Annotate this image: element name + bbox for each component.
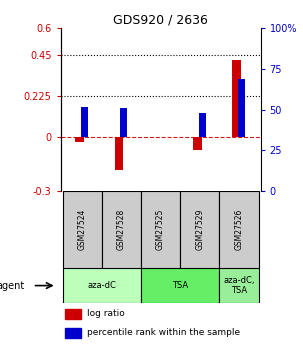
Bar xyxy=(115,137,123,170)
Bar xyxy=(238,79,245,137)
Bar xyxy=(65,309,81,319)
Text: percentile rank within the sample: percentile rank within the sample xyxy=(87,328,240,337)
Bar xyxy=(62,191,102,268)
Bar xyxy=(219,191,259,268)
Bar xyxy=(180,191,219,268)
Bar xyxy=(193,137,201,150)
Bar xyxy=(65,328,81,338)
Text: GSM27528: GSM27528 xyxy=(117,209,126,250)
Bar xyxy=(141,191,180,268)
Text: log ratio: log ratio xyxy=(87,309,124,318)
Bar xyxy=(120,108,128,137)
Text: aza-dC,
TSA: aza-dC, TSA xyxy=(223,276,255,295)
Bar xyxy=(62,268,141,303)
Text: TSA: TSA xyxy=(172,281,188,290)
Text: agent: agent xyxy=(0,280,25,290)
Bar xyxy=(102,191,141,268)
Bar xyxy=(81,107,88,137)
Bar xyxy=(141,268,219,303)
Text: GSM27529: GSM27529 xyxy=(195,209,204,250)
Bar xyxy=(219,268,259,303)
Text: aza-dC: aza-dC xyxy=(87,281,116,290)
Title: GDS920 / 2636: GDS920 / 2636 xyxy=(113,13,208,27)
Bar xyxy=(199,113,206,137)
Bar xyxy=(232,60,241,137)
Text: GSM27524: GSM27524 xyxy=(78,209,87,250)
Text: GSM27526: GSM27526 xyxy=(235,209,244,250)
Text: GSM27525: GSM27525 xyxy=(156,209,165,250)
Bar xyxy=(75,137,84,142)
